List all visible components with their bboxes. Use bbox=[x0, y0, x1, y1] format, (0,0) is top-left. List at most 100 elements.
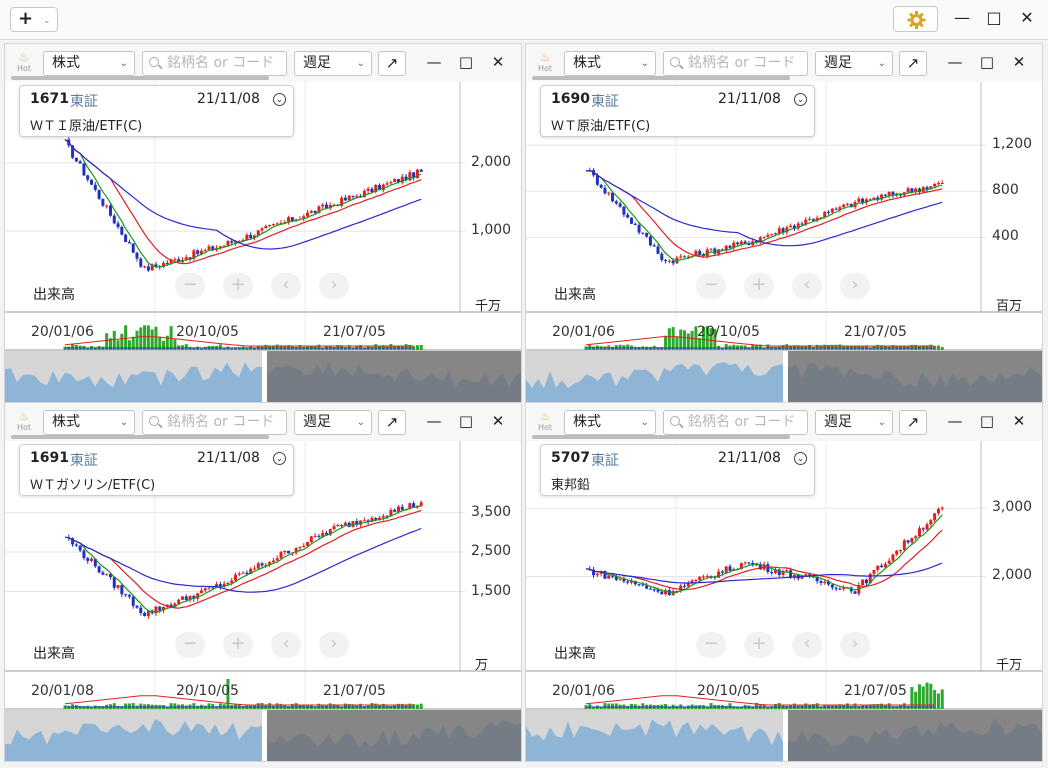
panel-close-button[interactable]: ✕ bbox=[1012, 53, 1026, 71]
overview-navigator[interactable] bbox=[5, 710, 522, 762]
panel-maximize-button[interactable]: □ bbox=[979, 412, 995, 430]
period-select[interactable]: 週足 ⌄ bbox=[815, 51, 893, 76]
volume-bar bbox=[815, 703, 819, 709]
symbol-search-input[interactable]: 銘柄名 or コード bbox=[142, 51, 287, 76]
price-chart[interactable] bbox=[5, 441, 522, 710]
zoom-in-button[interactable]: + bbox=[223, 632, 253, 658]
zoom-out-button[interactable]: − bbox=[175, 273, 205, 299]
candle-body bbox=[629, 580, 633, 583]
market-select[interactable]: 株式 ⌄ bbox=[564, 51, 656, 76]
expand-button[interactable]: ↗ bbox=[899, 410, 927, 435]
panel-minimize-button[interactable]: — bbox=[947, 53, 963, 71]
volume-bar bbox=[120, 333, 124, 350]
zoom-out-button[interactable]: − bbox=[696, 273, 726, 299]
panel-maximize-button[interactable]: □ bbox=[458, 412, 474, 430]
hot-button[interactable]: ♨ Hot bbox=[534, 409, 556, 435]
candle-body bbox=[169, 604, 173, 607]
candle-body bbox=[396, 179, 400, 183]
scroll-prev-button[interactable]: ‹ bbox=[792, 273, 822, 299]
candle-body bbox=[770, 571, 774, 574]
candle-body bbox=[603, 571, 607, 579]
symbol-search-input[interactable]: 銘柄名 or コード bbox=[142, 410, 287, 435]
candle-body bbox=[853, 591, 857, 594]
period-select[interactable]: 週足 ⌄ bbox=[815, 410, 893, 435]
volume-bar bbox=[940, 347, 944, 350]
scroll-prev-button[interactable]: ‹ bbox=[271, 632, 301, 658]
expand-button[interactable]: ↗ bbox=[378, 51, 406, 76]
panel-minimize-button[interactable]: — bbox=[947, 412, 963, 430]
price-chart[interactable] bbox=[526, 82, 1043, 351]
chevron-down-icon[interactable]: ⌄ bbox=[273, 452, 286, 465]
panel-close-button[interactable]: ✕ bbox=[491, 53, 505, 71]
hot-button[interactable]: ♨ Hot bbox=[13, 409, 35, 435]
panel-scroll-indicator[interactable] bbox=[11, 76, 269, 80]
volume-bar bbox=[192, 347, 196, 350]
search-placeholder: 銘柄名 or コード bbox=[167, 414, 275, 430]
overview-navigator[interactable] bbox=[5, 351, 522, 403]
settings-button[interactable] bbox=[893, 6, 938, 32]
expand-button[interactable]: ↗ bbox=[378, 410, 406, 435]
panel-minimize-button[interactable]: — bbox=[426, 53, 442, 71]
market-select[interactable]: 株式 ⌄ bbox=[564, 410, 656, 435]
chevron-down-icon[interactable]: ⌄ bbox=[794, 452, 807, 465]
zoom-out-button[interactable]: − bbox=[696, 632, 726, 658]
volume-bar bbox=[868, 347, 872, 350]
volume-bar bbox=[773, 703, 777, 709]
period-select[interactable]: 週足 ⌄ bbox=[294, 51, 372, 76]
hot-button[interactable]: ♨ Hot bbox=[534, 50, 556, 76]
period-select-value: 週足 bbox=[824, 414, 852, 430]
minus-icon: − bbox=[182, 274, 198, 295]
scroll-prev-button[interactable]: ‹ bbox=[271, 273, 301, 299]
candle-body bbox=[283, 222, 287, 224]
chevron-right-icon: › bbox=[330, 274, 338, 295]
scroll-next-button[interactable]: › bbox=[319, 273, 349, 299]
volume-bar bbox=[343, 703, 347, 709]
panel-scroll-indicator[interactable] bbox=[11, 435, 269, 439]
volume-bar bbox=[751, 706, 755, 709]
chevron-right-icon: › bbox=[851, 633, 859, 654]
scroll-next-button[interactable]: › bbox=[840, 632, 870, 658]
expand-button[interactable]: ↗ bbox=[899, 51, 927, 76]
scroll-next-button[interactable]: › bbox=[319, 632, 349, 658]
minimize-button[interactable]: — bbox=[954, 8, 970, 27]
market-select[interactable]: 株式 ⌄ bbox=[43, 410, 135, 435]
panel-maximize-button[interactable]: □ bbox=[458, 53, 474, 71]
price-chart[interactable] bbox=[5, 82, 522, 351]
overview-navigator[interactable] bbox=[526, 710, 1043, 762]
volume-bar bbox=[724, 344, 728, 350]
y-tick-label: 2,500 bbox=[471, 543, 512, 560]
scroll-next-button[interactable]: › bbox=[840, 273, 870, 299]
zoom-in-button[interactable]: + bbox=[744, 273, 774, 299]
scroll-prev-button[interactable]: ‹ bbox=[792, 632, 822, 658]
candle-body bbox=[921, 528, 925, 530]
panel-minimize-button[interactable]: — bbox=[426, 412, 442, 430]
maximize-button[interactable]: □ bbox=[986, 8, 1002, 27]
chevron-down-icon[interactable]: ⌄ bbox=[794, 93, 807, 106]
market-select[interactable]: 株式 ⌄ bbox=[43, 51, 135, 76]
symbol-search-input[interactable]: 銘柄名 or コード bbox=[663, 410, 808, 435]
candle-body bbox=[173, 603, 177, 607]
chevron-down-icon[interactable]: ⌄ bbox=[273, 93, 286, 106]
overview-navigator[interactable] bbox=[526, 351, 1043, 403]
symbol-search-input[interactable]: 銘柄名 or コード bbox=[663, 51, 808, 76]
panel-maximize-button[interactable]: □ bbox=[979, 53, 995, 71]
period-select[interactable]: 週足 ⌄ bbox=[294, 410, 372, 435]
volume-bar bbox=[264, 344, 268, 350]
zoom-in-button[interactable]: + bbox=[223, 273, 253, 299]
add-panel-button[interactable]: + ⌄ bbox=[10, 7, 58, 32]
candle-body bbox=[834, 208, 838, 210]
price-chart[interactable] bbox=[526, 441, 1043, 710]
panel-close-button[interactable]: ✕ bbox=[1012, 412, 1026, 430]
hot-button[interactable]: ♨ Hot bbox=[13, 50, 35, 76]
candle-body bbox=[86, 175, 90, 180]
volume-bar bbox=[131, 703, 135, 709]
candle-body bbox=[800, 576, 804, 579]
panel-scroll-indicator[interactable] bbox=[532, 76, 790, 80]
panel-toolbar: ♨ Hot 株式 ⌄ 銘柄名 or コード 週足 ⌄ ↗ — □ ✕ bbox=[526, 44, 1042, 82]
panel-close-button[interactable]: ✕ bbox=[491, 412, 505, 430]
zoom-out-button[interactable]: − bbox=[175, 632, 205, 658]
zoom-in-button[interactable]: + bbox=[744, 632, 774, 658]
search-icon bbox=[670, 416, 680, 426]
panel-scroll-indicator[interactable] bbox=[532, 435, 790, 439]
close-button[interactable]: ✕ bbox=[1020, 8, 1034, 27]
